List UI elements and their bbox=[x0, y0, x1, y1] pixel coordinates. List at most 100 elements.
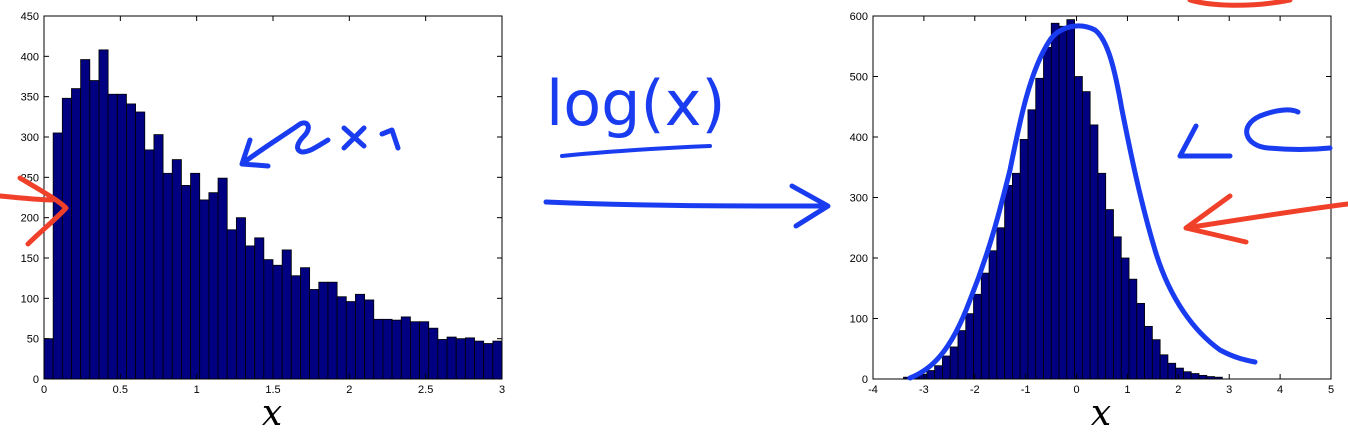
histogram-bar bbox=[254, 237, 265, 380]
histogram-bar bbox=[52, 132, 63, 380]
handwritten-annotations: log(x) bbox=[0, 0, 1348, 381]
histogram-bar bbox=[400, 316, 411, 380]
histogram-bar bbox=[391, 319, 402, 380]
right-blue-arrow bbox=[1177, 107, 1333, 159]
histogram-bar bbox=[245, 245, 256, 380]
histogram-bar bbox=[263, 259, 274, 380]
histogram-bar bbox=[455, 338, 466, 380]
histogram-bar bbox=[309, 289, 320, 380]
histogram-bar bbox=[1035, 77, 1044, 380]
y-tick-label: 50 bbox=[27, 334, 39, 346]
histogram-bar bbox=[135, 111, 146, 380]
histogram-bar bbox=[483, 343, 494, 380]
y-tick-label: 300 bbox=[21, 132, 39, 144]
histogram-bar bbox=[1011, 172, 1021, 380]
y-tick-label: 100 bbox=[850, 314, 868, 326]
histogram-bar bbox=[80, 59, 91, 380]
x-tick-label: 2 bbox=[1175, 384, 1181, 396]
times-one-mark bbox=[341, 125, 401, 151]
x-tick-label: -2 bbox=[970, 384, 980, 396]
histogram-bar bbox=[153, 134, 164, 380]
histogram-bar bbox=[474, 340, 485, 380]
histogram-bar bbox=[43, 338, 54, 380]
x-tick-label: 0 bbox=[1073, 384, 1079, 396]
histogram-bar bbox=[336, 296, 347, 380]
right-red-arrow bbox=[1183, 193, 1348, 245]
histogram-bar bbox=[926, 370, 936, 380]
histogram-bar bbox=[973, 293, 982, 380]
histogram-bar bbox=[98, 49, 109, 380]
histogram-bar bbox=[1120, 257, 1130, 380]
y-tick-label: 400 bbox=[850, 132, 868, 144]
histogram-bar bbox=[1058, 25, 1068, 380]
histogram-bar bbox=[1128, 278, 1138, 380]
histogram-bar bbox=[144, 149, 155, 380]
histogram-bar bbox=[1113, 236, 1122, 380]
histogram-bar bbox=[446, 336, 457, 380]
x-tick-label: 2 bbox=[346, 384, 352, 396]
histogram-bar bbox=[1136, 302, 1145, 380]
histogram-bar bbox=[318, 281, 329, 380]
left-blue-arrow bbox=[239, 120, 331, 169]
right-histogram: 0 100 200 300 400 500 600 -4 -3 -2 -1 0 1 2 3 4 5 x bbox=[850, 11, 1334, 434]
histogram-bar bbox=[226, 229, 237, 380]
y-tick-label: 150 bbox=[21, 253, 39, 265]
histogram-bar bbox=[965, 313, 974, 380]
histogram-bar bbox=[272, 264, 283, 380]
histogram-bar bbox=[190, 172, 201, 380]
histogram-bar bbox=[107, 93, 118, 380]
histogram-bar bbox=[382, 318, 393, 380]
y-tick-label: 500 bbox=[850, 72, 868, 84]
histogram-bar bbox=[126, 103, 137, 380]
histogram-bar bbox=[1066, 19, 1076, 380]
histogram-bar bbox=[61, 97, 72, 380]
histogram-bar bbox=[71, 88, 82, 380]
histogram-bar bbox=[345, 301, 356, 380]
x-tick-label: 0.5 bbox=[113, 384, 128, 396]
x-tick-label: 1 bbox=[1124, 384, 1130, 396]
histogram-bar bbox=[1097, 172, 1107, 380]
histogram-bar bbox=[1175, 367, 1184, 380]
histogram-bar bbox=[1074, 76, 1083, 380]
left-x-axis: 0 0.5 1 1.5 2 2.5 3 bbox=[41, 16, 505, 396]
histogram-bar bbox=[1043, 47, 1052, 380]
histogram-bar bbox=[1081, 91, 1091, 380]
x-tick-label: 3 bbox=[1226, 384, 1232, 396]
bell-curve-overlay bbox=[907, 23, 1258, 381]
histogram-bar bbox=[281, 249, 292, 380]
left-x-axis-label: x bbox=[262, 393, 282, 434]
x-tick-label: 0 bbox=[41, 384, 47, 396]
histogram-bar bbox=[492, 340, 503, 380]
right-x-axis-label: x bbox=[1091, 393, 1111, 434]
right-y-axis: 0 100 200 300 400 500 600 bbox=[850, 11, 1331, 386]
histogram-bar bbox=[980, 272, 990, 380]
histogram-bar bbox=[1151, 339, 1161, 380]
histogram-bar bbox=[373, 318, 384, 380]
histogram-bar bbox=[957, 330, 967, 380]
histogram-bar bbox=[217, 177, 228, 380]
histogram-bar bbox=[1050, 22, 1060, 380]
histogram-bar bbox=[1183, 371, 1192, 380]
transform-arrow bbox=[543, 183, 831, 229]
x-tick-label: 1.5 bbox=[265, 384, 280, 396]
histogram-bar bbox=[1198, 374, 1208, 380]
transform-label: log(x) bbox=[546, 67, 726, 140]
histogram-bar bbox=[1019, 139, 1029, 380]
histogram-bar bbox=[1105, 209, 1114, 380]
histogram-bar bbox=[300, 267, 311, 380]
histogram-bar bbox=[942, 355, 951, 380]
histogram-bar bbox=[988, 250, 998, 380]
histogram-bar bbox=[428, 327, 439, 380]
y-tick-label: 450 bbox=[21, 11, 39, 23]
histogram-bar bbox=[89, 80, 100, 380]
histogram-bar bbox=[180, 184, 191, 380]
histogram-bar bbox=[1159, 354, 1169, 380]
x-tick-label: 1 bbox=[194, 384, 200, 396]
y-tick-label: 350 bbox=[21, 92, 39, 104]
histogram-bar bbox=[162, 172, 173, 380]
histogram-bar bbox=[171, 159, 182, 380]
histogram-bar bbox=[1089, 124, 1099, 380]
histogram-bar bbox=[1167, 362, 1177, 380]
